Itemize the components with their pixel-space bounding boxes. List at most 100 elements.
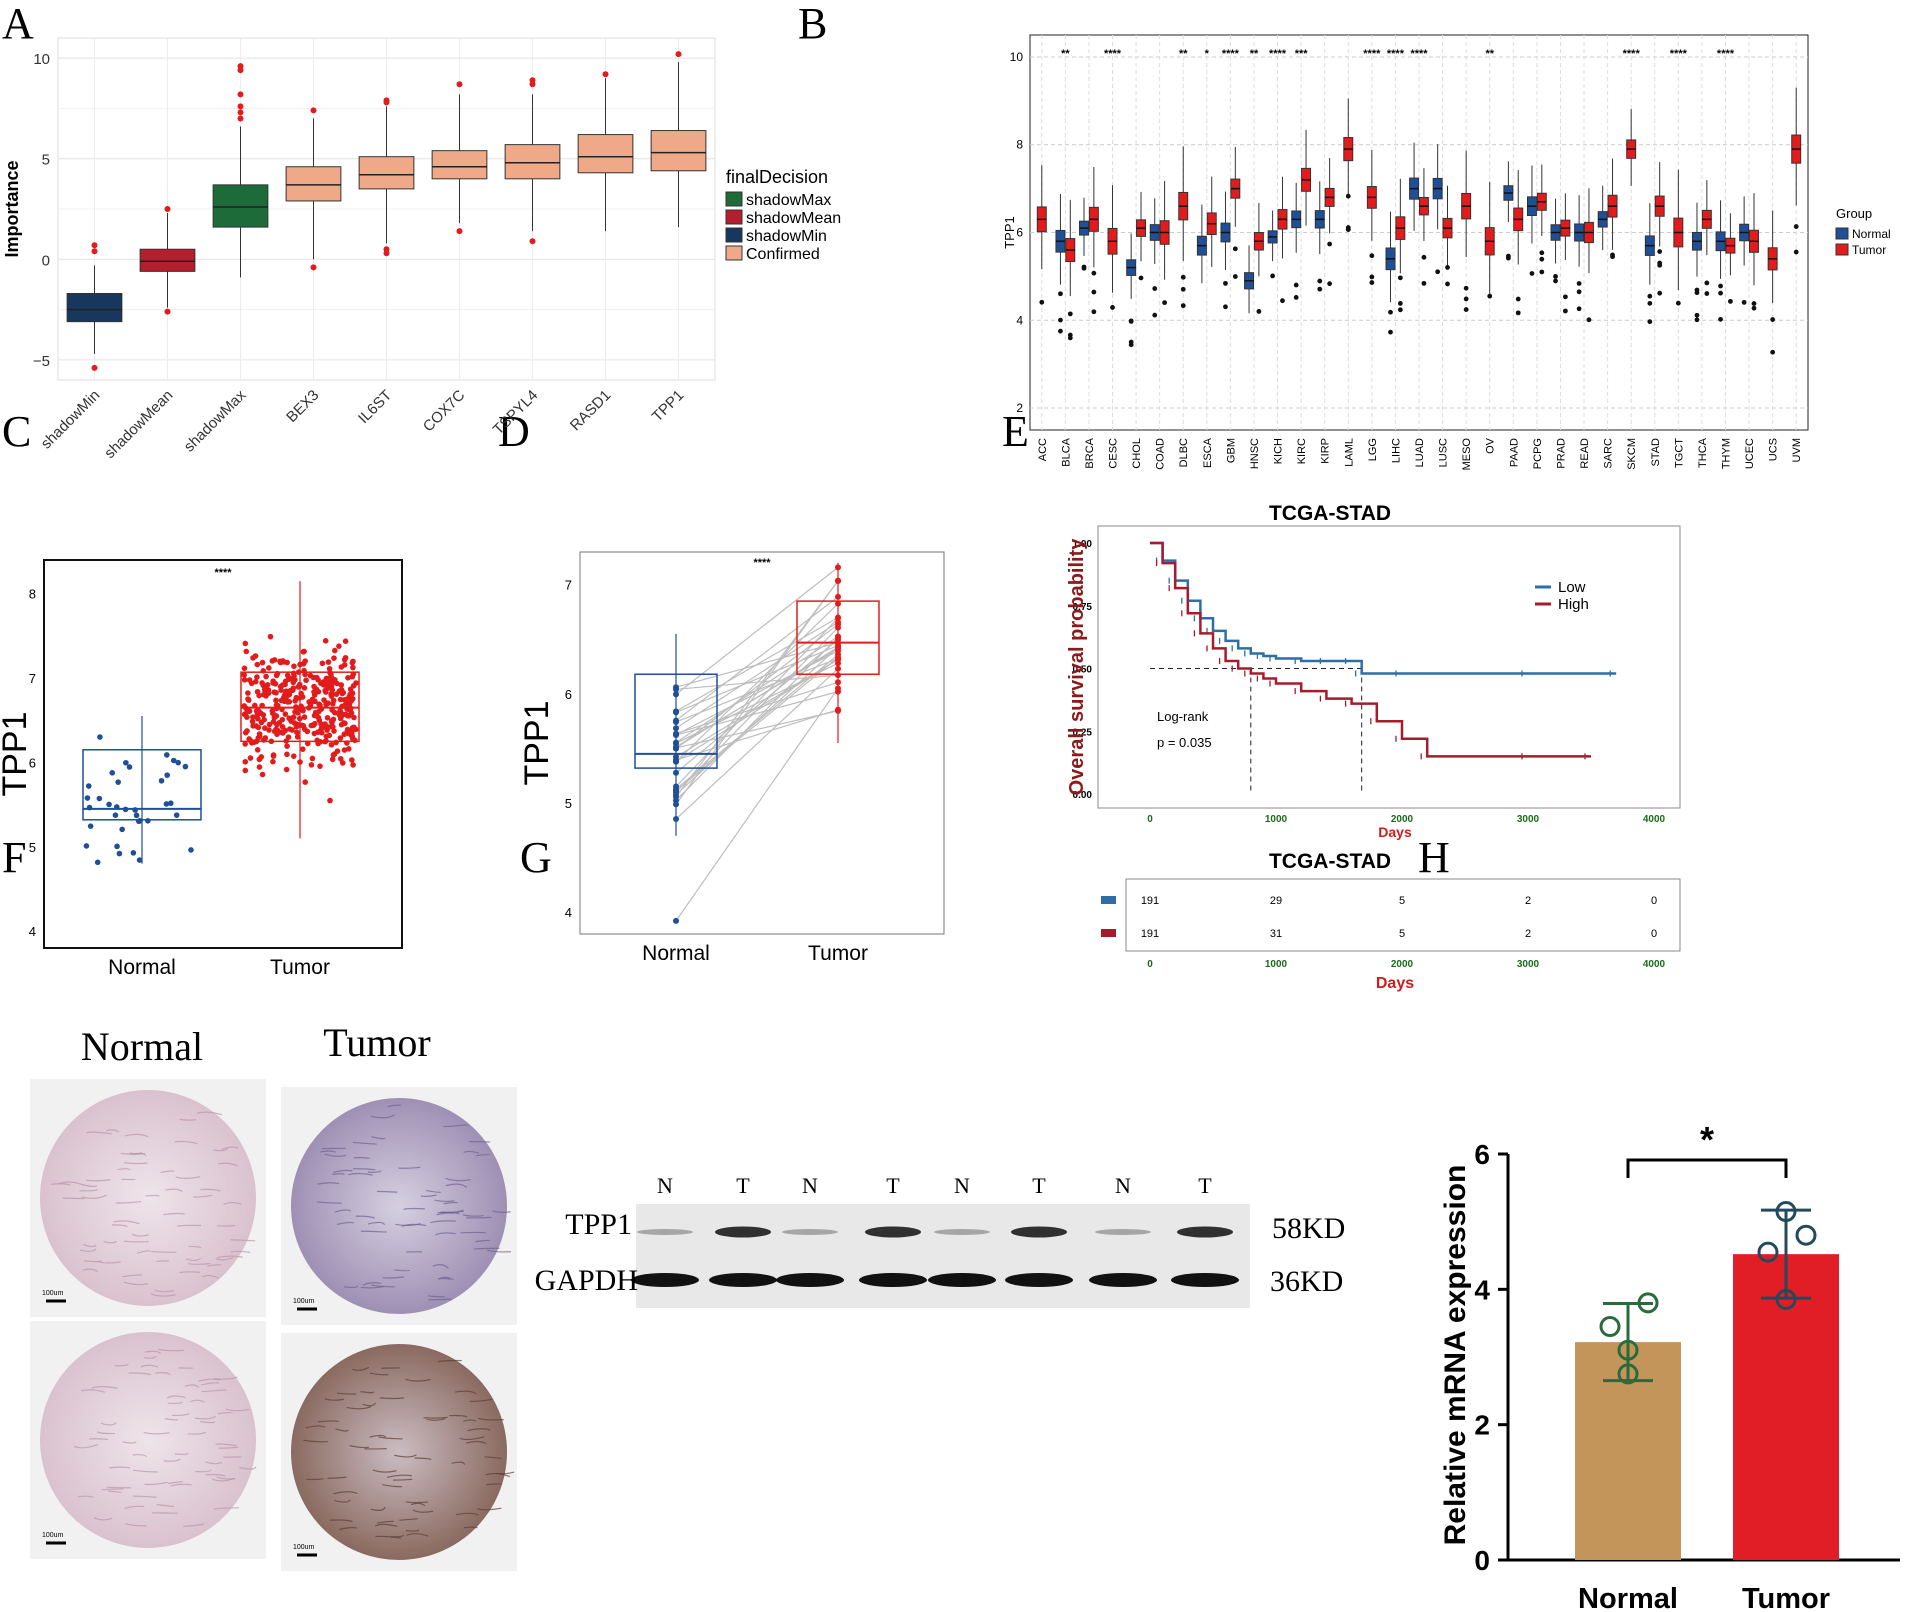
jitter-point [132, 807, 138, 813]
tissue-texture [475, 1239, 491, 1243]
x-tick-label: Normal [1578, 1583, 1678, 1612]
tumor-tissue-core-2: 100um [281, 1333, 517, 1571]
jitter-point [114, 843, 120, 850]
tissue-texture [175, 1176, 201, 1179]
outlier-point [1647, 293, 1653, 299]
risk-value: 5 [1399, 928, 1405, 940]
lane-label: N [954, 1173, 970, 1198]
outlier-point [1586, 317, 1592, 323]
jitter-point [281, 692, 288, 699]
jitter-point [298, 703, 304, 709]
tpp1-band [637, 1229, 693, 1235]
tissue-texture [217, 1412, 233, 1415]
box-tumor-SKCM [1626, 109, 1637, 186]
tissue-texture [467, 1428, 491, 1432]
jitter-point [259, 680, 265, 686]
jitter-point [255, 735, 262, 741]
box-TSPYL4 [504, 77, 561, 245]
box-normal-COAD [1149, 198, 1160, 318]
tissue-texture [197, 1111, 223, 1116]
box-normal-KIRC [1291, 182, 1302, 300]
jitter-point [247, 755, 254, 761]
tissue-texture [79, 1248, 97, 1252]
paired-point [835, 707, 841, 714]
legend-swatch [725, 227, 743, 243]
tissue-texture [73, 1443, 99, 1449]
x-tick-label: 2000 [1391, 814, 1414, 825]
tpp1-band [1011, 1226, 1067, 1238]
tissue-texture [216, 1476, 236, 1480]
tissue-texture [205, 1461, 223, 1465]
box-tumor-DLBC [1178, 146, 1189, 309]
jitter-point [256, 708, 262, 715]
jitter-point [273, 697, 279, 704]
x-tick-label: OV [1485, 437, 1497, 454]
x-tick-label: shadowMin [38, 387, 104, 453]
jitter-point [284, 672, 291, 679]
data-point [1599, 1316, 1621, 1338]
panel-letter-D: D [498, 407, 530, 456]
tissue-texture [334, 1499, 351, 1503]
box-tumor-UCEC [1749, 193, 1759, 311]
jitter-point [242, 767, 249, 774]
x-tick-label: LAML [1343, 438, 1355, 467]
outlier-point [1081, 264, 1087, 270]
tissue-texture [113, 1220, 140, 1225]
outlier-point [1091, 289, 1097, 295]
jitter-point [246, 708, 253, 714]
jitter-point [325, 679, 332, 686]
tpp1-band [1177, 1226, 1233, 1238]
outlier-point [1770, 349, 1776, 355]
box-body [650, 130, 707, 172]
x-tick-label: 3000 [1517, 814, 1540, 825]
jitter-point [113, 804, 120, 810]
outlier-point [1718, 290, 1723, 296]
y-tick-label: 10 [1010, 50, 1024, 64]
tissue-texture [335, 1428, 349, 1432]
jitter-point [347, 707, 353, 713]
outlier-point [1657, 290, 1663, 296]
x-tick-label: BRCA [1084, 437, 1096, 468]
outlier-point [1232, 246, 1238, 252]
tissue-texture [374, 1523, 398, 1527]
tissue-texture [158, 1348, 184, 1352]
tissue-texture [327, 1476, 347, 1479]
tissue-texture [83, 1260, 102, 1263]
tissue-texture [201, 1389, 227, 1393]
outlier-point [1369, 274, 1375, 280]
normal-tissue-core-2: 100um [30, 1321, 266, 1559]
jitter-point [327, 797, 333, 804]
x-tick-label: PAAD [1508, 438, 1520, 467]
risk-row-swatch [1101, 896, 1116, 904]
x-tick-label: DLBC [1178, 438, 1190, 467]
jitter-point [331, 751, 338, 757]
paired-point [835, 688, 841, 695]
jitter-point [317, 763, 323, 769]
outlier-point [1694, 312, 1700, 318]
jitter-point [329, 707, 335, 713]
jitter-point [84, 795, 91, 801]
tissue-texture [218, 1446, 238, 1449]
jitter-point [301, 667, 307, 674]
jitter-point [325, 700, 331, 706]
y-tick-label: 2 [1474, 1410, 1490, 1441]
paired-point [835, 636, 841, 643]
jitter-point [301, 648, 307, 655]
significance-label: ** [1250, 48, 1259, 60]
jitter-point [262, 725, 268, 731]
outlier-point [1718, 316, 1723, 322]
jitter-point [306, 705, 312, 711]
box-body [285, 166, 342, 202]
outlier-point [91, 364, 98, 371]
tpp1-band [934, 1229, 990, 1235]
box-tumor-THYM [1725, 213, 1736, 304]
x-tick-label: MESO [1461, 438, 1473, 471]
jitter-point [328, 741, 335, 748]
outlier-point [1718, 283, 1723, 289]
jitter-point [126, 764, 133, 770]
outlier-point [1091, 270, 1097, 276]
x-tick-label: COAD [1155, 438, 1167, 470]
jitter-point [292, 698, 298, 704]
tissue-texture [316, 1201, 342, 1204]
jitter-point [283, 766, 290, 773]
